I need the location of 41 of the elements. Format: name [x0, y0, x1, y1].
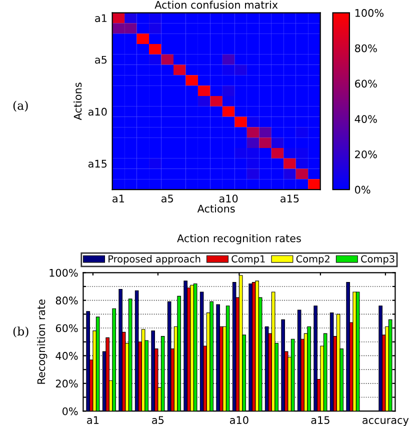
- y-tick-label: 80%: [56, 296, 78, 304]
- color-bar-label: 100%: [355, 9, 384, 17]
- x-tick-label: a1: [112, 194, 124, 202]
- y-tick-label: 40%: [56, 352, 78, 360]
- y-tick-label: a5: [95, 56, 107, 64]
- x-axis-title: Actions: [197, 204, 235, 213]
- y-tick-label: 20%: [56, 380, 78, 388]
- x-tick-label: a5: [162, 194, 173, 202]
- bar: [271, 292, 276, 412]
- y-axis-title: Recognition rate: [37, 300, 48, 384]
- color-bar-label: 20%: [355, 150, 377, 158]
- bar: [238, 275, 243, 412]
- chart-title: Action recognition rates: [177, 234, 301, 244]
- y-tick-label: 60%: [56, 324, 78, 332]
- legend-label: Proposed approach: [108, 255, 200, 264]
- color-bar-label: 80%: [355, 44, 377, 52]
- x-tick-label: a5: [152, 416, 164, 424]
- bar: [255, 280, 259, 412]
- legend-label: Comp2: [296, 255, 330, 264]
- y-axis-title: Actions: [74, 82, 82, 120]
- x-tick-label: a15: [311, 416, 330, 424]
- color-bar-label: 0%: [354, 186, 370, 194]
- y-tick-label: 0%: [62, 407, 78, 416]
- color-bar-label: 40%: [354, 115, 377, 123]
- x-tick-label: a15: [280, 194, 299, 202]
- color-bar-label: 60%: [355, 80, 377, 88]
- chart-title: Action confusion matrix: [154, 0, 278, 9]
- text: (b): [13, 326, 28, 338]
- bar: [352, 292, 356, 412]
- y-tick-label: a1: [95, 14, 106, 22]
- text: (a): [13, 100, 28, 112]
- y-tick-label: a10: [88, 108, 107, 116]
- y-tick-label: 100%: [50, 268, 78, 277]
- legend-label: Comp3: [361, 255, 394, 264]
- x-tick-label: a10: [230, 416, 248, 424]
- bar: [106, 337, 110, 412]
- x-tick-label: accuracy: [362, 418, 409, 426]
- legend-label: Comp1: [232, 255, 265, 264]
- bar: [190, 284, 194, 412]
- y-tick-label: a15: [88, 160, 107, 168]
- x-tick-label: a10: [219, 194, 238, 202]
